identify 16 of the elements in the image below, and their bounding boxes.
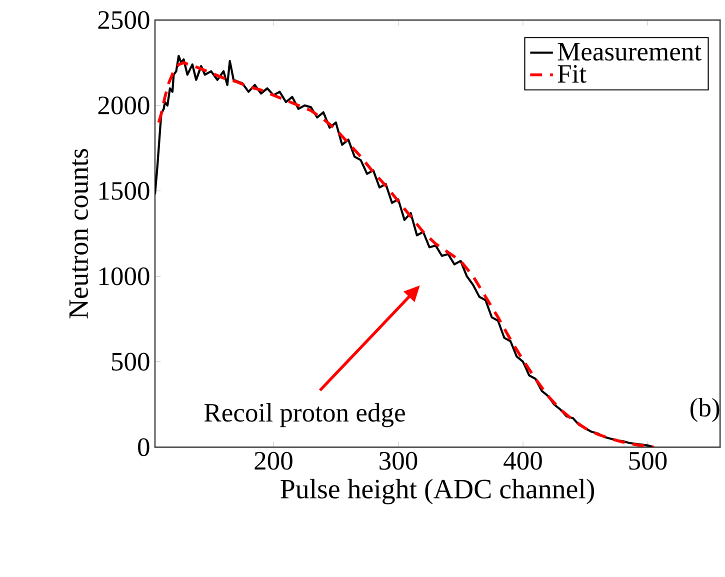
annotation: Recoil proton edge — [204, 402, 405, 428]
y-tick-label: 2000 — [98, 96, 150, 114]
x-tick-label: 200 — [254, 452, 292, 470]
annotation: (b) — [690, 398, 720, 422]
x-tick-label: 500 — [629, 452, 667, 470]
y-axis-title: Neutron counts — [69, 148, 88, 318]
y-tick-label: 0 — [138, 438, 150, 456]
x-tick-label: 300 — [380, 452, 418, 470]
y-tick-label: 1000 — [99, 267, 150, 286]
x-tick-label: 400 — [504, 452, 542, 470]
y-tick-label: 2500 — [98, 10, 150, 29]
y-tick-label: 1500 — [99, 182, 150, 200]
y-tick-label: 500 — [112, 352, 150, 371]
x-axis-title: Pulse height (ADC channel) — [280, 478, 594, 504]
legend-label: Measurement — [558, 42, 702, 61]
legend-label: Fit — [558, 64, 586, 83]
